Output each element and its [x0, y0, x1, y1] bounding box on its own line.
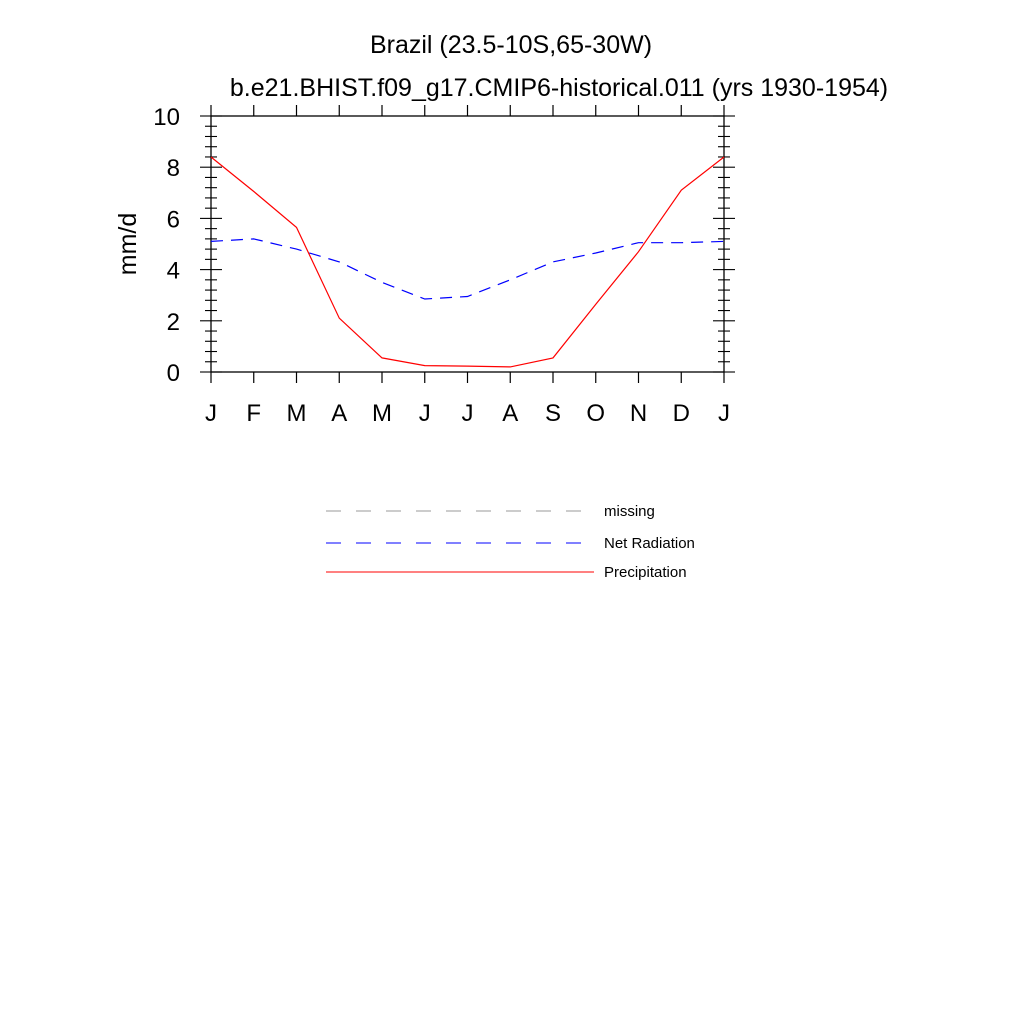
- y-tick-label: 10: [153, 104, 180, 131]
- x-tick-label: A: [331, 400, 347, 427]
- x-tick-label: M: [287, 400, 307, 427]
- x-tick-label: J: [205, 400, 217, 427]
- x-tick-label: M: [372, 400, 392, 427]
- x-tick-label: N: [630, 400, 647, 427]
- chart-subtitle: b.e21.BHIST.f09_g17.CMIP6-historical.011…: [230, 74, 888, 102]
- x-tick-label: S: [545, 400, 561, 427]
- legend-label-missing: missing: [604, 503, 655, 520]
- x-tick-label: O: [586, 400, 605, 427]
- y-axis-label: mm/d: [114, 213, 142, 276]
- legend-label-precipitation: Precipitation: [604, 564, 687, 581]
- series-line-net-radiation: [210, 238, 725, 300]
- plot-frame-border: [210, 115, 725, 373]
- x-tick-label: D: [673, 400, 690, 427]
- series-lines: [210, 156, 725, 368]
- y-tick-label: 8: [167, 155, 180, 182]
- y-tick-label: 0: [167, 360, 180, 387]
- legend: missing Net Radiation Precipitation: [326, 503, 695, 581]
- x-tick-label: A: [502, 400, 518, 427]
- y-tick-label: 6: [167, 206, 180, 233]
- series-line-precipitation: [210, 156, 725, 368]
- x-tick-label: F: [246, 400, 261, 427]
- chart-title: Brazil (23.5-10S,65-30W): [370, 31, 652, 59]
- y-tick-label: 4: [167, 258, 180, 285]
- x-tick-label: J: [718, 400, 730, 427]
- legend-label-net-radiation: Net Radiation: [604, 535, 695, 552]
- x-tick-label: J: [419, 400, 431, 427]
- plot-frame: [210, 115, 725, 373]
- x-tick-label: J: [462, 400, 474, 427]
- y-tick-label: 2: [167, 309, 180, 336]
